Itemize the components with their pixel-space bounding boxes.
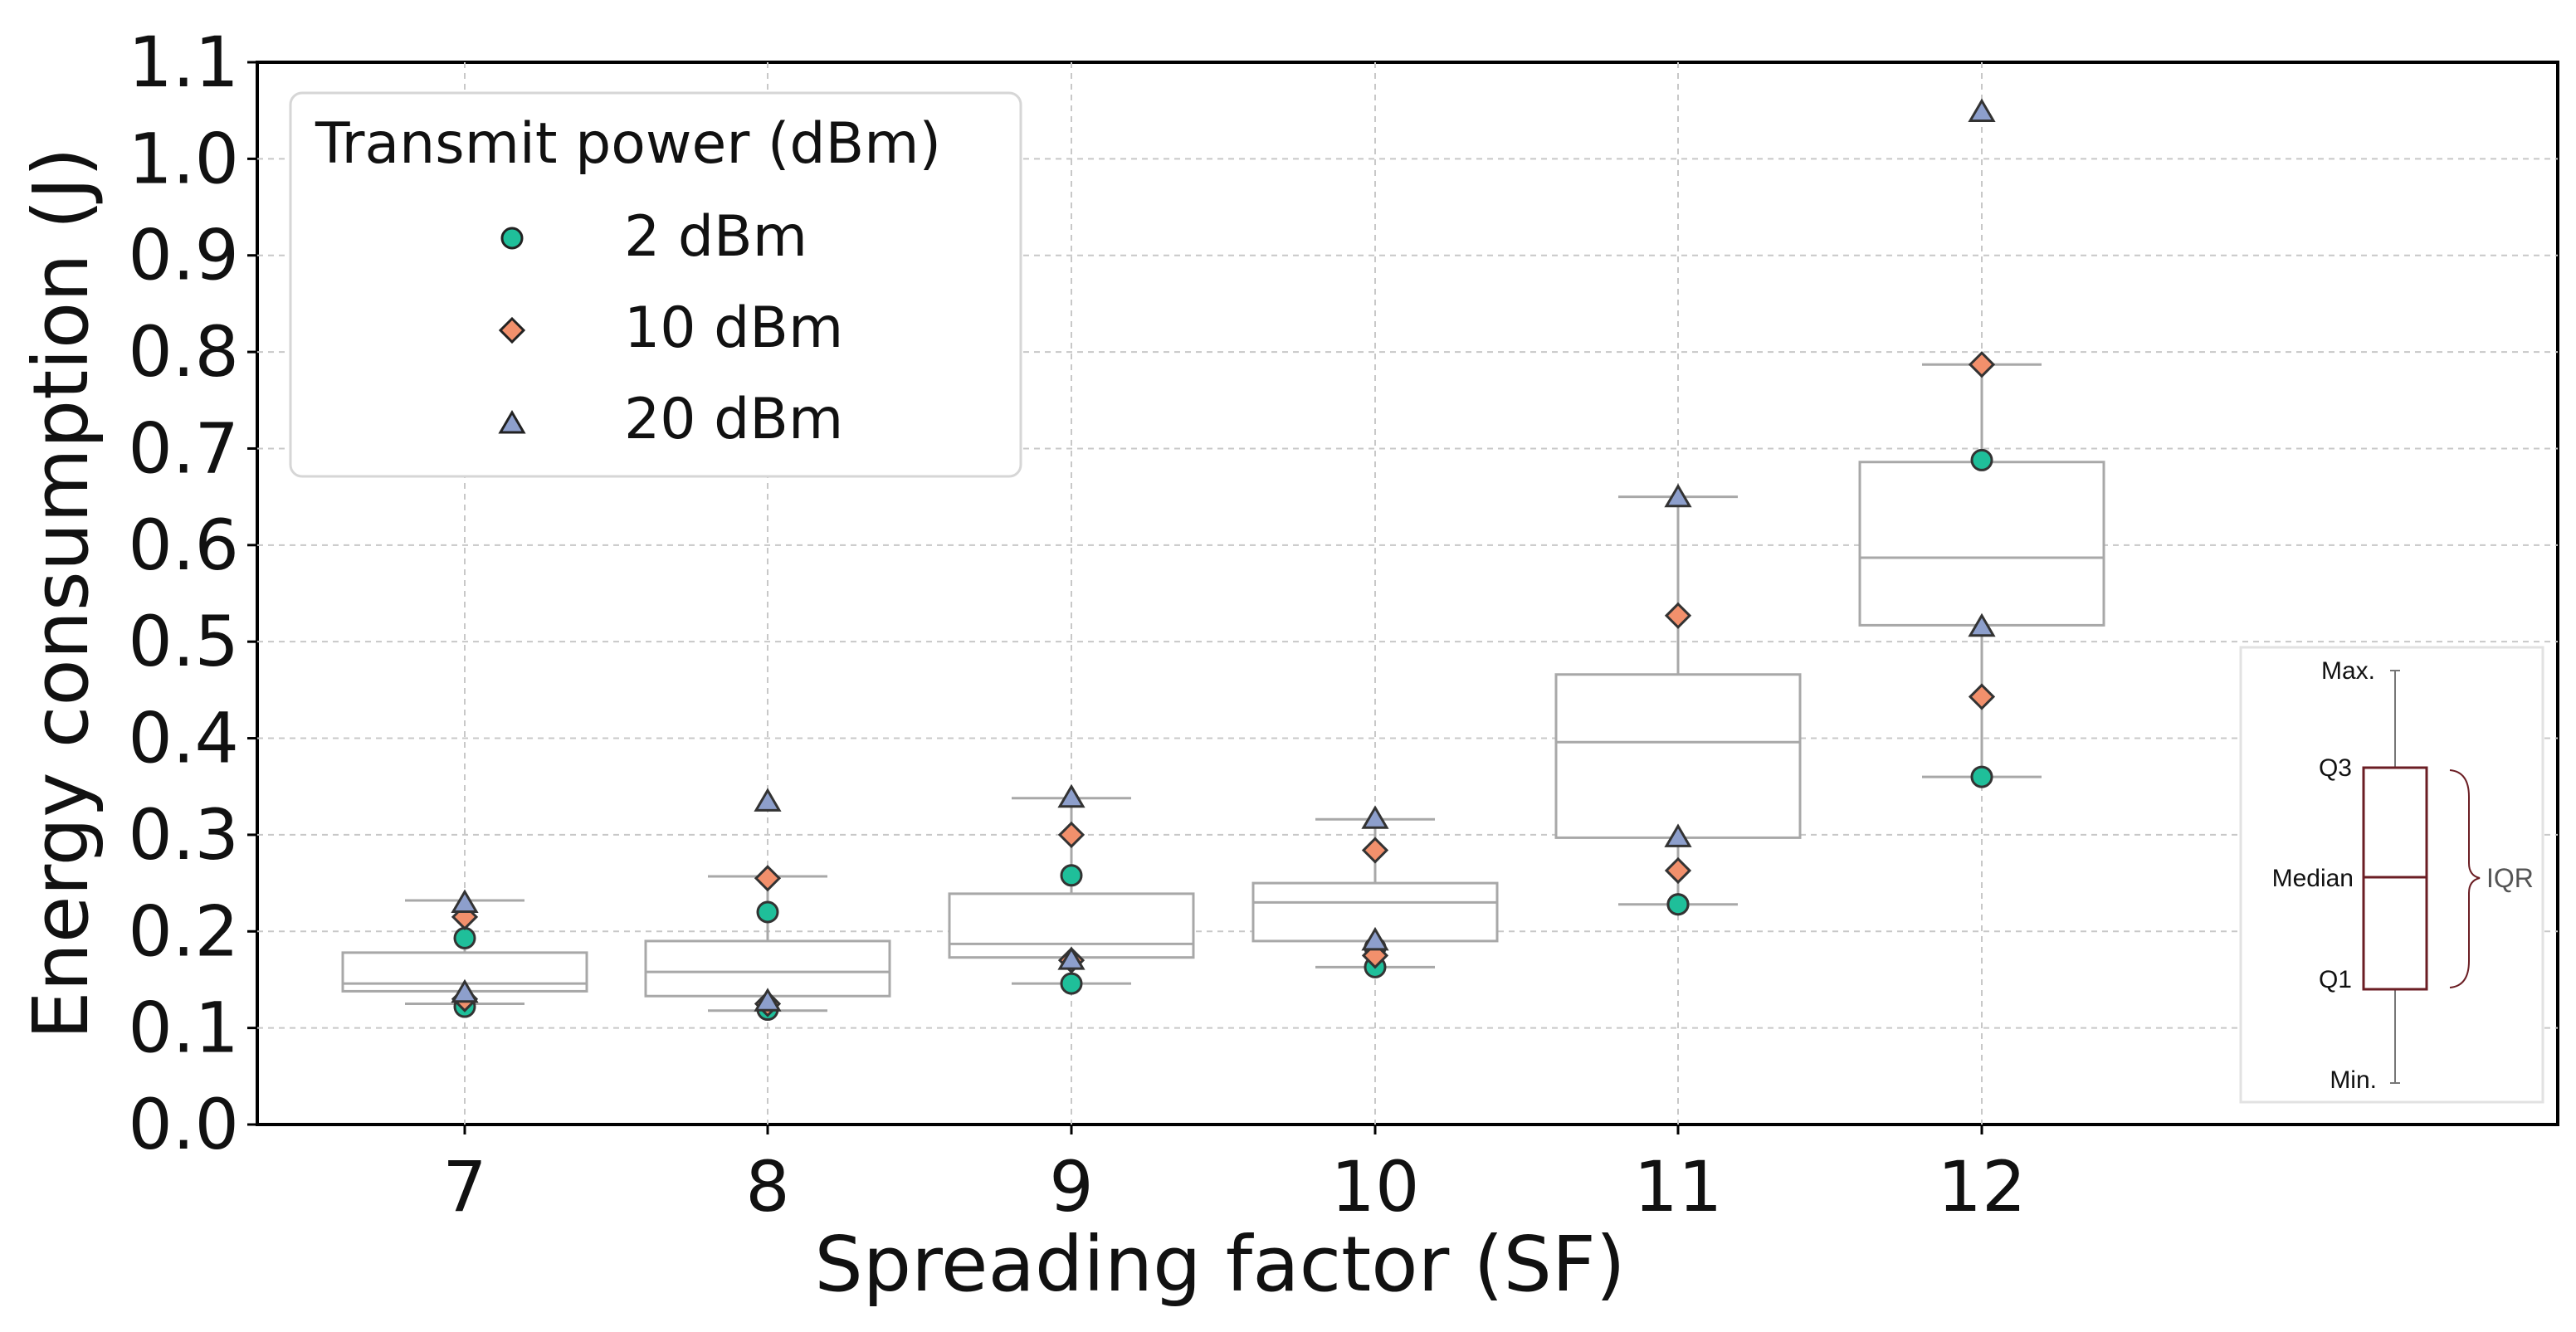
point-10-dbm-sf9 <box>1057 821 1086 849</box>
x-tick-label: 7 <box>442 1146 486 1227</box>
y-tick-label: 0.7 <box>128 407 239 489</box>
point-2-dbm-sf8 <box>756 900 779 924</box>
key-label-median: Median <box>2272 865 2354 892</box>
point-20-dbm-sf10 <box>1361 805 1389 829</box>
point-20-dbm-sf7 <box>451 978 479 1003</box>
point-2-dbm-sf12 <box>1970 765 1993 788</box>
legend-marker-10dbm <box>498 316 526 344</box>
y-tick-label: 0.8 <box>128 311 239 393</box>
point-20-dbm-sf12 <box>1968 98 1996 123</box>
point-20-dbm-sf10 <box>1361 926 1389 951</box>
key-label-q3: Q3 <box>2319 754 2352 782</box>
point-10-dbm-sf8 <box>754 865 782 892</box>
key-frame <box>2239 646 2544 1104</box>
point-20-dbm-sf7 <box>451 889 479 914</box>
legend-marker-20dbm <box>498 410 526 434</box>
y-tick-label: 1.0 <box>128 118 239 199</box>
box-iqr <box>644 939 891 998</box>
y-axis-title: Energy consumption (J) <box>17 147 105 1039</box>
y-tick-label: 0.1 <box>128 988 239 1069</box>
legend: Transmit power (dBm) 2 dBm 10 dBm 20 dBm <box>289 91 1022 478</box>
box-iqr <box>1858 461 2105 627</box>
point-10-dbm-sf10 <box>1361 837 1389 864</box>
key-label-max: Max. <box>2321 657 2375 685</box>
point-20-dbm-sf9 <box>1057 783 1086 808</box>
y-tick-label: 0.2 <box>128 890 239 972</box>
point-10-dbm-sf12 <box>1968 683 1996 710</box>
y-tick-label: 0.5 <box>128 601 239 682</box>
y-tick-label: 1.1 <box>128 22 239 103</box>
point-2-dbm-sf12 <box>1970 448 1993 471</box>
point-10-dbm-sf12 <box>1968 351 1996 378</box>
point-2-dbm-sf9 <box>1060 972 1083 995</box>
x-tick-label: 10 <box>1331 1146 1420 1227</box>
boxplot-key: Max. Q3 Median Q1 Min. IQR <box>2239 646 2544 1104</box>
x-tick-label: 12 <box>1938 1146 2027 1227</box>
point-20-dbm-sf11 <box>1664 483 1692 508</box>
point-20-dbm-sf8 <box>754 788 782 812</box>
point-20-dbm-sf11 <box>1664 823 1692 847</box>
legend-title: Transmit power (dBm) <box>315 111 941 177</box>
key-iqr-brace <box>2449 769 2481 988</box>
legend-frame <box>289 91 1022 478</box>
legend-label-2dbm: 2 dBm <box>624 204 807 270</box>
y-tick-label: 0.6 <box>128 505 239 586</box>
y-axis-ticks: 0.0 0.1 0.2 0.3 0.4 0.5 0.6 0.7 0.8 0.9 1.0 1.1 <box>128 22 257 1165</box>
y-tick-label: 0.0 <box>128 1084 239 1165</box>
boxes <box>341 363 2105 1012</box>
box-sf-8 <box>644 875 891 1012</box>
point-20-dbm-sf8 <box>754 988 782 1012</box>
legend-label-20dbm: 20 dBm <box>624 387 843 452</box>
point-2-dbm-sf11 <box>1666 893 1690 916</box>
x-axis-ticks: 7 8 9 10 11 12 <box>442 1125 2026 1227</box>
key-label-q1: Q1 <box>2319 966 2352 993</box>
point-20-dbm-sf12 <box>1968 612 1996 637</box>
x-tick-label: 8 <box>745 1146 789 1227</box>
box-sf-11 <box>1554 495 1802 906</box>
y-tick-label: 0.3 <box>128 794 239 876</box>
point-10-dbm-sf11 <box>1664 602 1692 629</box>
y-tick-label: 0.9 <box>128 215 239 296</box>
point-10-dbm-sf11 <box>1664 856 1692 885</box>
x-axis-title: Spreading factor (SF) <box>814 1220 1625 1309</box>
legend-label-10dbm: 10 dBm <box>624 295 843 361</box>
key-label-min: Min. <box>2330 1066 2377 1094</box>
point-2-dbm-sf7 <box>453 926 476 949</box>
data-points <box>451 98 1996 1022</box>
box-sf-12 <box>1858 363 2105 778</box>
x-tick-label: 11 <box>1634 1146 1723 1227</box>
point-2-dbm-sf9 <box>1060 864 1083 887</box>
box-iqr <box>1554 673 1802 839</box>
y-tick-label: 0.4 <box>128 698 239 779</box>
x-tick-label: 9 <box>1049 1146 1093 1227</box>
legend-marker-2dbm <box>500 227 524 250</box>
point-20-dbm-sf9 <box>1057 946 1086 970</box>
key-label-iqr: IQR <box>2486 863 2534 893</box>
